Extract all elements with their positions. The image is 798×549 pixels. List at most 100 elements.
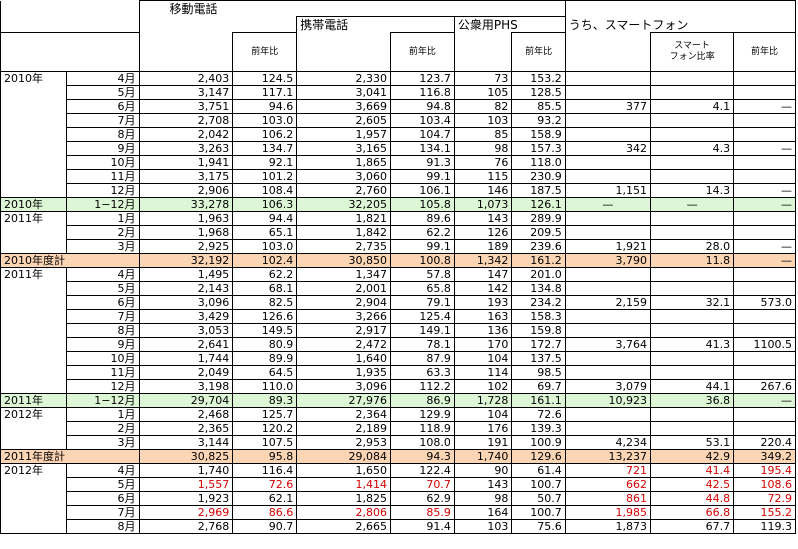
cell-s	[564, 211, 652, 226]
cell-py: 158.9	[511, 127, 566, 142]
row-period: 1月	[66, 407, 140, 422]
cell-m: 3,429	[138, 309, 234, 324]
smart-yoy-header: 前年比	[733, 32, 796, 72]
cell-sr: 44.1	[650, 379, 735, 394]
cell-c: 1,865	[296, 155, 391, 170]
cell-sy	[733, 127, 796, 142]
table-row: 10月 1,744 89.9 1,640 87.9 104 137.5	[0, 351, 796, 366]
cell-m: 2,403	[138, 71, 234, 86]
cell-p: 142	[453, 281, 513, 296]
cell-py: 128.5	[511, 85, 566, 100]
cell-cy: 87.9	[389, 351, 455, 366]
table-row: 2月 2,365 120.2 2,189 118.9 176 139.3	[0, 421, 796, 436]
cell-my: 89.3	[232, 393, 298, 408]
cell-m: 1,744	[138, 351, 234, 366]
cell-p: 76	[453, 155, 513, 170]
row-year	[0, 323, 68, 338]
row-year: 2010年	[0, 197, 68, 212]
cell-s	[564, 309, 652, 324]
table-row: 2011年 4月 1,495 62.2 1,347 57.8 147 201.0	[0, 267, 796, 282]
row-period: 11月	[66, 169, 140, 184]
cell-m: 2,969	[138, 505, 234, 520]
cell-cy: 108.0	[389, 435, 455, 450]
cell-sy	[733, 211, 796, 226]
row-year	[0, 365, 68, 380]
row-year	[0, 127, 68, 142]
cell-py: 61.4	[511, 463, 566, 478]
row-period: 8月	[66, 127, 140, 142]
row-year: 2010年	[0, 71, 68, 86]
table-row: 2011年 1−12月 29,704 89.3 27,976 86.9 1,728 161.1…	[0, 393, 796, 408]
cell-sy	[733, 267, 796, 282]
cell-sr: 11.8	[650, 253, 735, 268]
cell-p: 103	[453, 519, 513, 534]
cell-my: 103.0	[232, 239, 298, 254]
cell-my: 62.1	[232, 491, 298, 506]
cell-p: 104	[453, 351, 513, 366]
cell-my: 120.2	[232, 421, 298, 436]
cell-c: 32,205	[296, 197, 391, 212]
cell-my: 82.5	[232, 295, 298, 310]
cell-m: 1,941	[138, 155, 234, 170]
cell-s	[564, 365, 652, 380]
table-row: 5月 1,557 72.6 1,414 70.7 143 100.7 662 42.5 108.6	[0, 477, 796, 492]
row-period: 4月	[66, 71, 140, 86]
table-row: 2012年 1月 2,468 125.7 2,364 129.9 104 72.6	[0, 407, 796, 422]
cell-cy: 134.1	[389, 141, 455, 156]
table-row: 2月 1,968 65.1 1,842 62.2 126 209.5	[0, 225, 796, 240]
cell-c: 1,842	[296, 225, 391, 240]
cell-my: 126.6	[232, 309, 298, 324]
cell-sy	[733, 169, 796, 184]
cell-sr	[650, 85, 735, 100]
cell-sy: 349.2	[733, 449, 796, 464]
cell-sy	[733, 351, 796, 366]
cell-m: 2,708	[138, 113, 234, 128]
phs-header: 公衆用PHS	[453, 16, 566, 33]
row-period: 4月	[66, 463, 140, 478]
cell-py: 187.5	[511, 183, 566, 198]
cell-c: 3,041	[296, 85, 391, 100]
cell-p: 1,073	[453, 197, 513, 212]
row-period: 9月	[66, 141, 140, 156]
cell-sy	[733, 407, 796, 422]
header-row-2: 携帯電話 公衆用PHS うち、スマートフォン	[1, 16, 797, 33]
cell-s	[564, 71, 652, 86]
cell-m: 3,144	[138, 435, 234, 450]
cell-m: 2,906	[138, 183, 234, 198]
row-period: 10月	[66, 155, 140, 170]
row-period: 8月	[66, 519, 140, 534]
cell-my: 92.1	[232, 155, 298, 170]
row-year: 2011年	[0, 267, 68, 282]
cell-sy	[733, 421, 796, 436]
cell-s	[564, 407, 652, 422]
cell-py: 85.5	[511, 99, 566, 114]
cell-s	[564, 351, 652, 366]
cell-cy: 149.1	[389, 323, 455, 338]
row-period: 4月	[66, 267, 140, 282]
cell-c: 29,084	[296, 449, 391, 464]
cell-cy: 65.8	[389, 281, 455, 296]
row-year	[0, 225, 68, 240]
mobile-header: 移動電話	[138, 0, 566, 17]
cell-sy: 155.2	[733, 505, 796, 520]
cell-s: 342	[564, 141, 652, 156]
cell-my: 103.0	[232, 113, 298, 128]
table-row: 3月 2,925 103.0 2,735 99.1 189 239.6 1,921 28.0—	[0, 239, 796, 254]
header-row-1: 移動電話	[0, 0, 797, 33]
table-row: 2010年度計 32,192 102.4 30,850 100.8 1,342 161.2 3…	[0, 253, 796, 268]
cell-sy	[733, 309, 796, 324]
cell-c: 2,904	[296, 295, 391, 310]
cell-cy: 112.2	[389, 379, 455, 394]
cell-sy	[733, 71, 796, 86]
cell-cy: 91.3	[389, 155, 455, 170]
cell-s: 1,873	[564, 519, 652, 534]
cell-py: 69.7	[511, 379, 566, 394]
table-row: 6月 3,751 94.6 3,669 94.8 82 85.5 377 4.1—	[0, 99, 796, 114]
cell-my: 106.3	[232, 197, 298, 212]
cell-cy: 86.9	[389, 393, 455, 408]
cell-sr	[650, 169, 735, 184]
cell-m: 3,263	[138, 141, 234, 156]
row-year	[0, 351, 68, 366]
cell-sr	[650, 407, 735, 422]
cell-cy: 94.3	[389, 449, 455, 464]
